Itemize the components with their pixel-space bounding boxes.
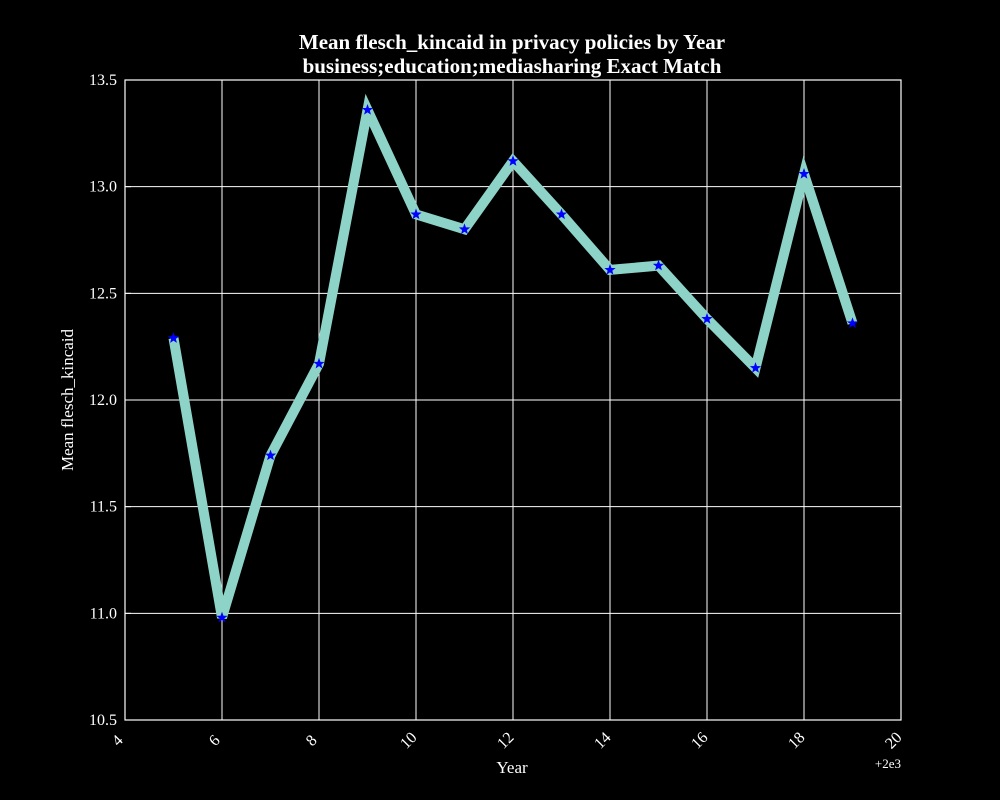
chart-subtitle: business;education;mediasharing Exact Ma… [303, 54, 722, 78]
data-point-marker [410, 208, 422, 220]
y-tick-label: 13.0 [89, 179, 117, 196]
chart-title: Mean flesch_kincaid in privacy policies … [299, 30, 725, 54]
x-axis-offset-label: +2e3 [875, 756, 901, 771]
y-tick-label: 12.0 [89, 392, 117, 409]
y-tick-label: 12.5 [89, 285, 117, 302]
data-point-marker [604, 264, 616, 275]
data-point-marker [361, 104, 374, 115]
data-point-marker [846, 317, 859, 328]
data-point-marker [555, 208, 568, 220]
data-point-marker [458, 223, 471, 235]
data-point-marker [798, 168, 810, 179]
data-point-marker [167, 332, 180, 343]
data-point-marker [652, 259, 665, 271]
data-point-marker [749, 362, 762, 373]
data-point-marker [264, 449, 277, 461]
data-point-marker [507, 155, 519, 166]
y-tick-label: 11.0 [90, 605, 117, 622]
x-axis-label: Year [496, 758, 528, 777]
data-point-marker [216, 611, 228, 623]
y-tick-label: 13.5 [89, 72, 117, 89]
y-tick-label: 10.5 [89, 712, 117, 729]
data-point-marker [313, 357, 325, 369]
y-axis-label: Mean flesch_kincaid [58, 328, 77, 471]
series-layer [167, 93, 859, 623]
y-tick-label: 11.5 [90, 499, 117, 516]
data-point-marker [701, 313, 713, 324]
y-axis: 10.5 11.0 11.5 12.0 12.5 13.0 13.5 [89, 72, 131, 729]
